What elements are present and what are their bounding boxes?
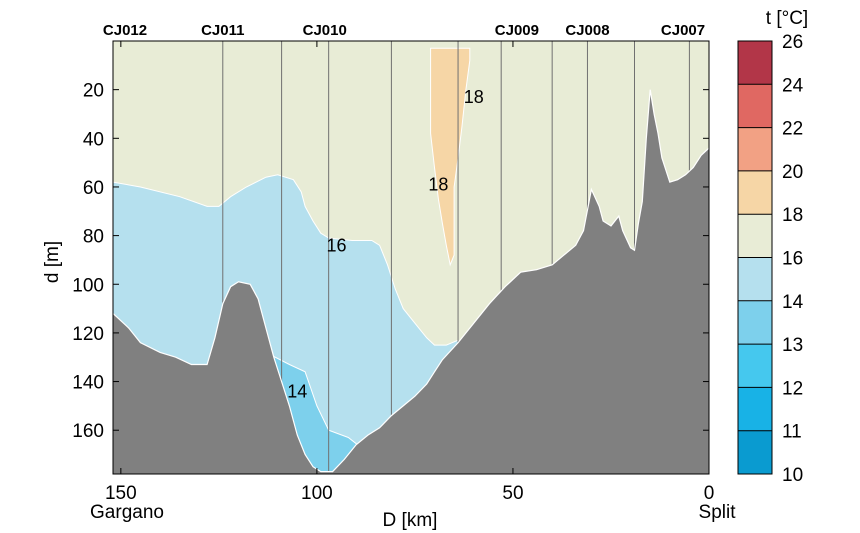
y-axis-title: d [m] — [42, 241, 63, 283]
y-tick-label: 160 — [72, 421, 104, 442]
colorbar-tick-label: 22 — [782, 119, 803, 140]
colorbar-swatch — [738, 300, 772, 345]
x-left-place-label: Gargano — [90, 502, 164, 523]
seabed-area — [113, 89, 709, 474]
contour-label: 18 — [464, 87, 484, 107]
x-tick-label: 150 — [105, 483, 137, 504]
seabed-outline — [112, 89, 710, 473]
colorbar-tick-label: 12 — [782, 378, 803, 399]
colorbar-swatch — [738, 257, 772, 301]
colorbar-swatch — [738, 387, 772, 431]
contour-label: 14 — [287, 381, 307, 401]
x-tick-label: 50 — [502, 483, 523, 504]
colorbar-tick-label: 11 — [782, 422, 802, 443]
station-label: CJ011 — [201, 22, 244, 39]
colorbar-swatch — [738, 41, 772, 85]
colorbar-swatch — [738, 170, 772, 215]
colorbar-frame — [737, 40, 773, 475]
colorbar-tick-label: 10 — [782, 465, 803, 486]
colorbar-swatch — [738, 214, 772, 258]
colorbar-tick-label: 20 — [782, 162, 803, 183]
plot-area: 18 18 16 14 — [112, 40, 710, 475]
colorbar-tick-label: 16 — [782, 249, 803, 270]
station-label: CJ009 — [495, 22, 539, 39]
y-tick-label: 60 — [83, 178, 104, 199]
y-tick-label: 120 — [72, 324, 104, 345]
station-labels: CJ012 CJ011 CJ010 CJ009 CJ008 CJ007 — [103, 22, 705, 39]
contour-label: 18 — [428, 175, 448, 195]
colorbar-tick-label: 13 — [782, 335, 803, 356]
x-axis-title: D [km] — [383, 510, 438, 531]
colorbar-title: t [°C] — [766, 8, 808, 29]
colorbar-swatch — [738, 127, 772, 171]
y-axis: 20 40 60 80 100 120 140 160 — [72, 81, 709, 442]
colorbar-tick-label: 24 — [782, 75, 804, 96]
y-tick-label: 140 — [72, 373, 104, 394]
x-tick-label: 0 — [704, 483, 715, 504]
y-tick-label: 40 — [83, 129, 104, 150]
seabed — [112, 89, 710, 474]
station-label: CJ012 — [103, 22, 147, 39]
y-tick-label: 100 — [72, 275, 104, 296]
colorbar-tick-label: 18 — [782, 205, 803, 226]
colorbar-swatch — [738, 344, 772, 388]
colorbar-tick-label: 14 — [782, 292, 804, 313]
station-label: CJ010 — [303, 22, 347, 39]
colorbar-swatch — [738, 84, 772, 128]
x-axis: 150 100 50 0 — [105, 41, 714, 504]
isotherm-line-18-20 — [430, 47, 471, 267]
station-label: CJ008 — [565, 22, 609, 39]
colorbar: 10 11 12 13 14 16 18 20 22 24 26 — [737, 32, 804, 486]
contour-labels: 18 18 16 14 — [287, 87, 483, 401]
contour-label: 16 — [326, 235, 346, 255]
x-tick-label: 100 — [301, 483, 333, 504]
colorbar-tick-label: 26 — [782, 32, 803, 53]
station-label: CJ007 — [661, 22, 705, 39]
y-tick-label: 80 — [83, 227, 104, 248]
y-tick-label: 20 — [83, 81, 104, 102]
colorbar-swatch — [738, 430, 772, 474]
plot-frame — [112, 40, 710, 475]
x-right-place-label: Split — [699, 502, 737, 523]
